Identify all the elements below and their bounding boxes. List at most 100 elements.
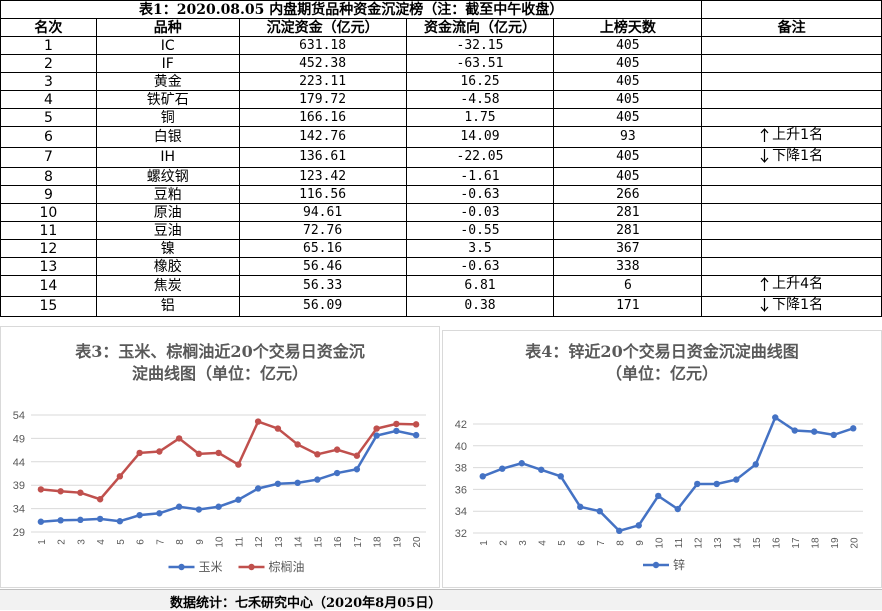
cell-amount: 166.16 — [238, 108, 407, 127]
x-tick-label: 14 — [294, 536, 305, 548]
cell-amount: 223.11 — [238, 72, 407, 91]
cell-name: 黄金 — [95, 72, 240, 91]
cell-amount: 56.46 — [238, 257, 407, 276]
data-point — [77, 489, 84, 496]
cell-days: 405 — [553, 167, 703, 186]
cell-rank: 5 — [0, 108, 97, 127]
cell-amount: 179.72 — [238, 90, 407, 109]
rank-change-note: 下降1名 — [760, 148, 823, 164]
cell-note — [701, 72, 882, 91]
table-row: 12 镍 65.16 3.5 367 — [0, 239, 882, 258]
cell-days: 266 — [553, 185, 703, 204]
header-name: 品种 — [95, 18, 240, 37]
x-tick-label: 9 — [195, 539, 206, 545]
legend-marker — [178, 563, 185, 571]
y-tick-label: 29 — [13, 527, 25, 539]
note-text: 下降1名 — [772, 147, 824, 164]
chart-zinc: 表4：锌近20个交易日资金沉淀曲线图 （单位：亿元） 32 34 36 38 40 42 1… — [442, 330, 882, 588]
data-point — [772, 414, 779, 421]
header-row: 名次 品种 沉淀资金（亿元） 资金流向（亿元） 上榜天数 备注 — [0, 18, 882, 37]
cell-flow: 16.25 — [405, 72, 555, 91]
data-point — [294, 479, 301, 487]
cell-rank: 9 — [0, 185, 97, 204]
cell-name: 焦炭 — [95, 275, 240, 297]
header-flow: 资金流向（亿元） — [405, 18, 555, 37]
data-point — [96, 515, 104, 523]
arrow-up-icon — [760, 127, 769, 142]
chart-title: 表4：锌近20个交易日资金沉淀曲线图 （单位：亿元） — [443, 341, 881, 385]
cell-amount: 142.76 — [238, 126, 407, 148]
x-tick-label: 1 — [479, 540, 490, 546]
cell-flow: 14.09 — [405, 126, 555, 148]
cell-note — [701, 203, 882, 222]
legend-label: 玉米 — [199, 560, 223, 574]
x-tick-label: 12 — [693, 537, 704, 549]
data-point — [713, 480, 720, 488]
data-point — [538, 466, 545, 473]
series-line — [40, 419, 417, 501]
data-point — [314, 476, 321, 483]
chart-title-line-2: 淀曲线图（单位：亿元） — [131, 364, 308, 383]
x-tick-label: 7 — [155, 539, 166, 545]
cell-amount: 65.16 — [238, 239, 407, 258]
data-point — [616, 527, 623, 535]
cell-amount: 116.56 — [238, 185, 407, 204]
cell-name: 豆油 — [95, 221, 240, 240]
legend-label: 锌 — [673, 558, 685, 572]
data-point — [752, 461, 759, 468]
x-tick-label: 12 — [254, 536, 265, 548]
cell-amount: 123.42 — [238, 167, 407, 186]
data-point — [136, 511, 143, 519]
cell-flow: 6.81 — [405, 275, 555, 297]
chart-title-line-1: 表3：玉米、棕榈油近20个交易日资金沉 — [75, 342, 365, 361]
header-days: 上榜天数 — [553, 18, 703, 37]
ranking-table: 表1：2020.08.05 内盘期货品种资金沉淀榜（注：截至中午收盘） 名次 品… — [0, 0, 882, 317]
cell-days: 405 — [553, 36, 703, 55]
data-point — [37, 486, 45, 493]
cell-note: 下降1名 — [701, 295, 882, 317]
data-point — [830, 431, 837, 439]
cell-flow: -4.58 — [405, 90, 555, 109]
x-tick-label: 14 — [732, 537, 743, 549]
x-tick-label: 13 — [713, 537, 724, 549]
cell-name: 橡胶 — [95, 257, 240, 276]
x-tick-label: 15 — [313, 536, 324, 548]
x-tick-label: 9 — [635, 540, 646, 546]
chart-title: 表3：玉米、棕榈油近20个交易日资金沉 淀曲线图（单位：亿元） — [1, 341, 439, 385]
data-point — [412, 431, 420, 439]
cell-note — [701, 36, 882, 55]
x-tick-label: 18 — [810, 537, 821, 549]
table-title: 表1：2020.08.05 内盘期货品种资金沉淀榜（注：截至中午收盘） — [0, 0, 703, 19]
x-tick-label: 3 — [76, 539, 87, 545]
cell-note: 上升4名 — [701, 275, 882, 297]
x-tick-label: 2 — [498, 540, 509, 546]
y-tick-label: 44 — [13, 457, 25, 469]
cell-days: 93 — [553, 126, 703, 148]
series-line — [40, 429, 417, 523]
cell-rank: 6 — [0, 126, 97, 148]
x-tick-label: 10 — [654, 537, 665, 549]
data-point — [333, 469, 341, 477]
cell-flow: -63.51 — [405, 54, 555, 73]
table-row: 14 焦炭 56.33 6.81 6 上升4名 — [0, 275, 882, 297]
data-point — [195, 450, 203, 458]
table-row: 9 豆粕 116.56 -0.63 266 — [0, 185, 882, 204]
header-amount: 沉淀资金（亿元） — [238, 18, 407, 37]
cell-flow: -0.55 — [405, 221, 555, 240]
data-point — [235, 461, 242, 468]
data-point — [254, 485, 262, 492]
chart-title-line-1: 表4：锌近20个交易日资金沉淀曲线图 — [525, 342, 799, 361]
data-point — [694, 480, 701, 488]
x-tick-label: 6 — [576, 540, 587, 546]
x-tick-label: 16 — [333, 536, 344, 548]
x-tick-label: 1 — [37, 539, 48, 545]
x-tick-label: 8 — [175, 539, 186, 545]
chart-corn-palm-oil: 表3：玉米、棕榈油近20个交易日资金沉 淀曲线图（单位：亿元） 29 34 39 44… — [0, 326, 440, 588]
x-tick-label: 17 — [791, 537, 802, 549]
legend-label: 棕榈油 — [269, 559, 305, 574]
cell-note — [701, 54, 882, 73]
data-point — [333, 446, 341, 453]
cell-name: 铝 — [95, 295, 240, 317]
